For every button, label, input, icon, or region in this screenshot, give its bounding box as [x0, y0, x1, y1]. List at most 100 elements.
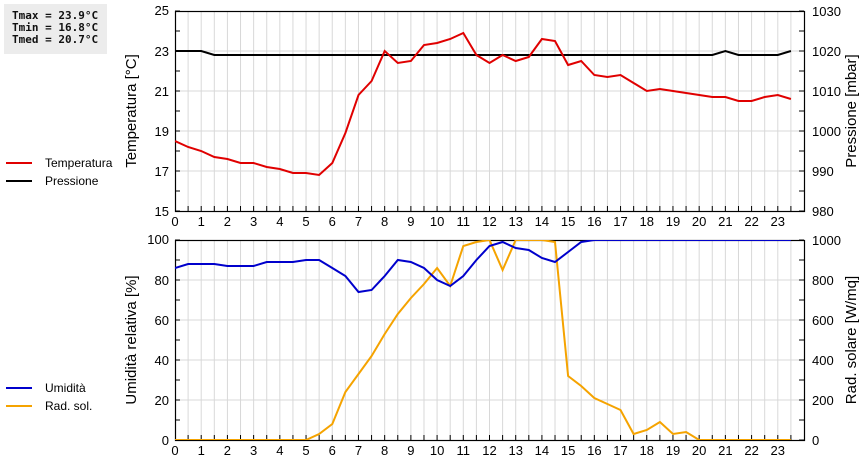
y-axis-label: Temperatura [°C] — [123, 54, 140, 168]
x-tick-label: 12 — [482, 214, 496, 229]
legend-top: Temperatura Pressione — [6, 154, 112, 190]
tmin-stat: Tmin = 16.8°C — [12, 21, 99, 34]
legend-item-umidita: Umidità — [6, 379, 92, 397]
x-tick-label: 6 — [329, 214, 336, 229]
x-tick-label: 4 — [276, 214, 283, 229]
x-tick-label: 15 — [561, 214, 575, 229]
legend-swatch-rad-sol — [6, 405, 32, 407]
legend-item-rad-sol: Rad. sol. — [6, 397, 92, 415]
x-tick-label: 12 — [482, 443, 496, 458]
x-tick-label: 20 — [692, 214, 706, 229]
x-tick-label: 18 — [640, 443, 654, 458]
plot-frame — [174, 10, 806, 213]
x-tick-label: 14 — [535, 443, 549, 458]
y-tick-label: 25 — [155, 3, 169, 18]
x-tick-label: 19 — [666, 214, 680, 229]
x-tick-label: 22 — [744, 443, 758, 458]
y2-tick-label: 400 — [812, 353, 834, 368]
legend-label: Pressione — [45, 174, 99, 188]
x-tick-label: 18 — [640, 214, 654, 229]
legend-bottom: Umidità Rad. sol. — [6, 379, 92, 415]
x-tick-label: 6 — [329, 443, 336, 458]
x-tick-label: 22 — [744, 214, 758, 229]
x-tick-label: 17 — [613, 214, 627, 229]
x-tick-label: 3 — [250, 214, 257, 229]
series-line-pressione — [175, 49, 792, 56]
x-tick-label: 3 — [250, 443, 257, 458]
x-tick-label: 11 — [457, 214, 471, 229]
x-tick-label: 16 — [587, 443, 601, 458]
x-tick-label: 5 — [302, 443, 309, 458]
x-tick-label: 10 — [430, 214, 444, 229]
x-tick-label: 14 — [535, 214, 549, 229]
y2-tick-label: 1000 — [812, 124, 841, 139]
x-tick-label: 5 — [302, 214, 309, 229]
y2-tick-label: 800 — [812, 273, 834, 288]
x-tick-label: 4 — [276, 443, 283, 458]
y-tick-label: 0 — [162, 433, 169, 448]
x-tick-label: 0 — [171, 443, 178, 458]
series-line-temperatura — [175, 31, 792, 177]
tmax-stat: Tmax = 23.9°C — [12, 9, 99, 22]
legend-item-temperatura: Temperatura — [6, 154, 112, 172]
legend-swatch-umidita — [6, 387, 32, 389]
y-axis-label: Umidità relativa [%] — [123, 275, 140, 404]
x-tick-label: 16 — [587, 214, 601, 229]
y2-tick-label: 0 — [812, 433, 819, 448]
y2-tick-label: 600 — [812, 313, 834, 328]
y2-axis-label: Pressione [mbar] — [843, 54, 860, 167]
x-tick-label: 20 — [692, 443, 706, 458]
legend-label: Temperatura — [45, 156, 113, 170]
x-tick-label: 2 — [224, 443, 231, 458]
x-tick-label: 19 — [666, 443, 680, 458]
series-line-rad-sol- — [175, 240, 791, 440]
y2-axis-label: Rad. solare [W/mq] — [843, 276, 860, 404]
legend-label: Umidità — [45, 381, 86, 395]
x-tick-label: 8 — [381, 214, 388, 229]
y-tick-label: 100 — [147, 232, 169, 247]
series-line-umidit- — [175, 240, 791, 294]
x-tick-label: 7 — [355, 214, 362, 229]
x-tick-label: 15 — [561, 443, 575, 458]
y2-tick-label: 980 — [812, 204, 834, 219]
x-tick-label: 9 — [407, 443, 414, 458]
x-tick-label: 17 — [613, 443, 627, 458]
x-tick-label: 13 — [508, 214, 522, 229]
y2-tick-label: 1020 — [812, 44, 841, 59]
x-tick-label: 7 — [355, 443, 362, 458]
x-tick-label: 11 — [457, 443, 471, 458]
y-tick-label: 60 — [155, 313, 169, 328]
y-tick-label: 40 — [155, 353, 169, 368]
y-tick-label: 17 — [155, 164, 169, 179]
x-tick-label: 10 — [430, 443, 444, 458]
y-tick-label: 15 — [155, 204, 169, 219]
y-tick-label: 80 — [155, 273, 169, 288]
x-tick-label: 2 — [224, 214, 231, 229]
x-tick-label: 23 — [771, 443, 785, 458]
y2-tick-label: 200 — [812, 393, 834, 408]
stats-box: Tmax = 23.9°C Tmin = 16.8°C Tmed = 20.7°… — [4, 4, 107, 54]
x-tick-label: 23 — [771, 214, 785, 229]
legend-swatch-temperatura — [6, 162, 32, 164]
y-tick-label: 20 — [155, 393, 169, 408]
y2-tick-label: 1010 — [812, 84, 841, 99]
y-tick-label: 23 — [155, 44, 169, 59]
y-tick-label: 21 — [155, 84, 169, 99]
legend-swatch-pressione — [6, 180, 32, 182]
x-tick-label: 1 — [198, 443, 205, 458]
y2-tick-label: 990 — [812, 164, 834, 179]
tmed-stat: Tmed = 20.7°C — [12, 33, 99, 46]
y-tick-label: 19 — [155, 124, 169, 139]
x-tick-label: 21 — [718, 214, 732, 229]
x-tick-label: 8 — [381, 443, 388, 458]
x-tick-label: 13 — [508, 443, 522, 458]
x-tick-label: 9 — [407, 214, 414, 229]
x-tick-label: 1 — [198, 214, 205, 229]
y2-tick-label: 1000 — [812, 233, 841, 248]
x-tick-label: 0 — [171, 214, 178, 229]
x-tick-label: 21 — [718, 443, 732, 458]
y2-tick-label: 1030 — [812, 4, 841, 19]
